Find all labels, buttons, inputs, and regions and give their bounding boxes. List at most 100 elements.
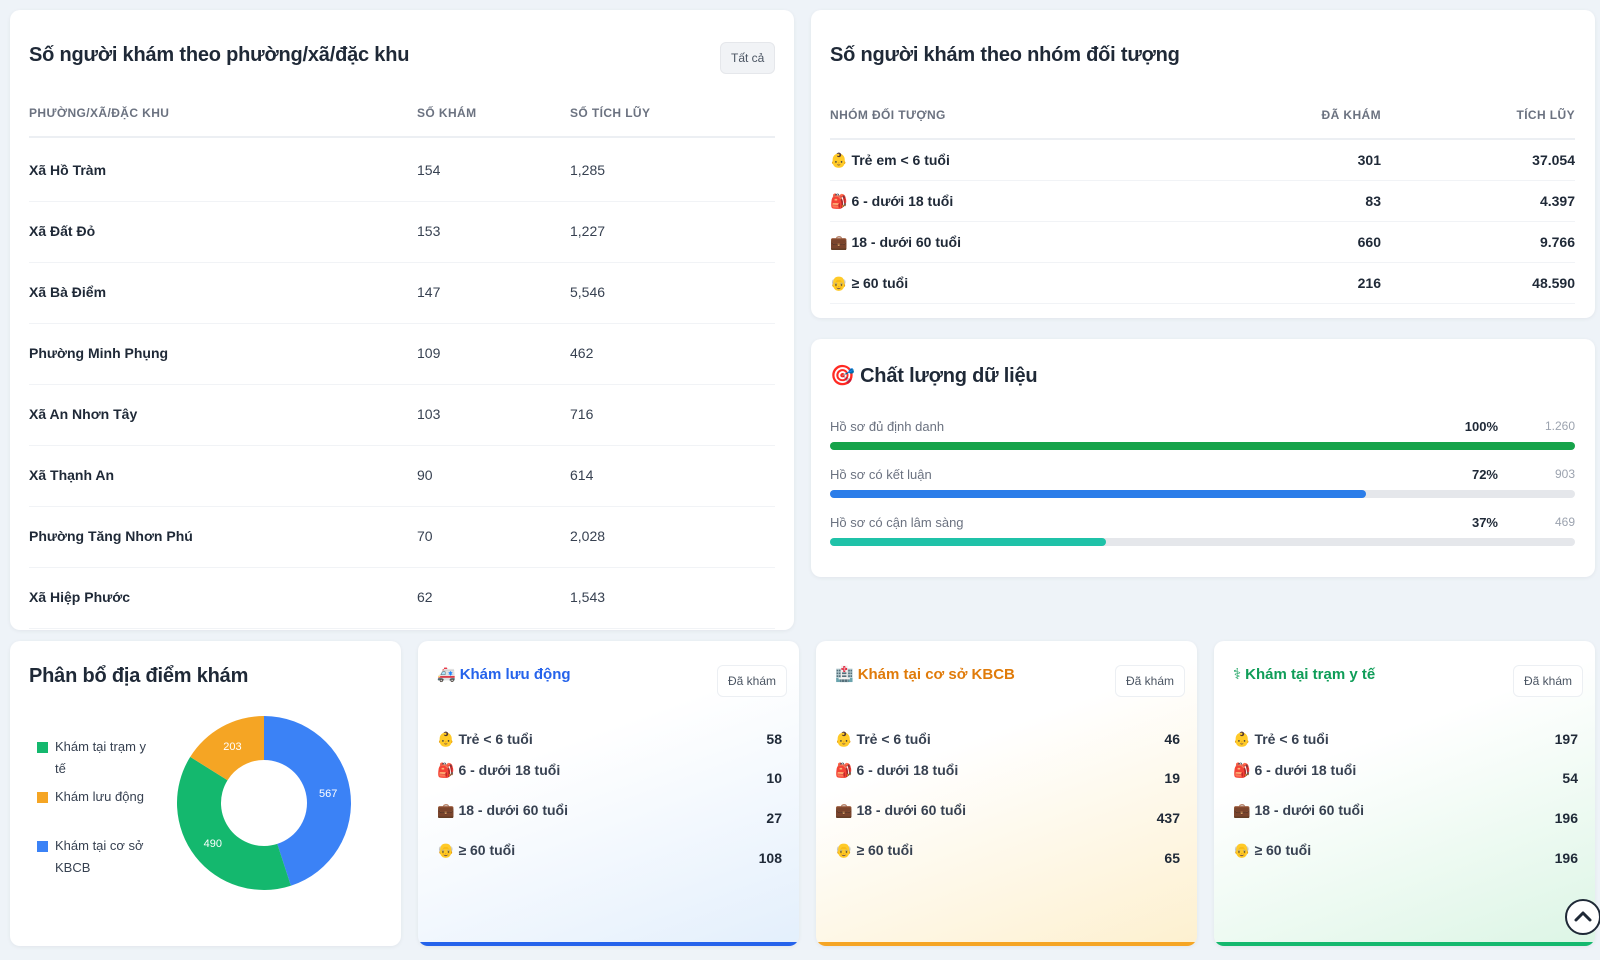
mode-row-value: 10: [766, 770, 782, 786]
list-item: 👶 Trẻ < 6 tuổi 197: [1233, 731, 1578, 761]
elder-face-icon: 👴: [835, 842, 853, 858]
mode-row-text: 6 - dưới 18 tuổi: [856, 762, 959, 778]
mode-row-text: 6 - dưới 18 tuổi: [1254, 762, 1357, 778]
hospital-icon: 🏥: [835, 666, 854, 683]
child-face-icon: 👶: [830, 152, 848, 168]
group-label-text: 6 - dưới 18 tuổi: [851, 193, 954, 209]
table-row: Xã Thạnh An 90 614: [29, 445, 775, 507]
ward-name: Phường Minh Phụng: [29, 345, 169, 361]
donut-slice[interactable]: [264, 716, 351, 886]
mode-row-text: ≥ 60 tuổi: [856, 842, 914, 858]
legend-swatch: [37, 841, 48, 852]
ward-cumulative: 1,285: [570, 162, 606, 178]
ward-name: Xã Bà Điểm: [29, 284, 107, 300]
mode-row-text: ≥ 60 tuổi: [458, 842, 516, 858]
group-label-text: Trẻ em < 6 tuổi: [851, 152, 950, 168]
legend-label: Khám tại cơ sở KBCB: [55, 838, 144, 875]
mode-row-label: 👴 ≥ 60 tuổi: [1233, 842, 1311, 859]
ward-cumulative: 462: [570, 345, 594, 361]
group-cumulative: 37.054: [1532, 152, 1575, 168]
mode-row-label: 🎒 6 - dưới 18 tuổi: [1233, 762, 1356, 779]
list-item: 💼 18 - dưới 60 tuổi 437: [835, 802, 1180, 832]
scroll-to-top-button[interactable]: [1565, 899, 1600, 935]
group-examined: 660: [1357, 234, 1381, 250]
quality-card-title: 🎯 Chất lượng dữ liệu: [830, 363, 1038, 388]
mode-row-value: 196: [1554, 850, 1578, 866]
mode-card-title: 🚑 Khám lưu động: [437, 665, 571, 683]
table-row: Phường Minh Phụng 109 462: [29, 323, 775, 385]
examined-badge[interactable]: Đã khám: [1115, 665, 1186, 697]
mode-row-text: Trẻ < 6 tuổi: [1254, 731, 1329, 747]
legend-swatch: [37, 742, 48, 753]
ward-exams: 103: [417, 406, 441, 422]
mode-title-text: Khám tại trạm y tế: [1245, 666, 1376, 683]
table-row: 💼 18 - dưới 60 tuổi 660 9.766: [830, 222, 1575, 263]
examined-badge[interactable]: Đã khám: [717, 665, 788, 697]
quality-item: Hồ sơ đủ định danh 100% 1.260: [830, 419, 1575, 459]
mode-row-text: 18 - dưới 60 tuổi: [856, 802, 966, 818]
ward-name: Phường Tăng Nhơn Phú: [29, 528, 193, 544]
list-item: 🎒 6 - dưới 18 tuổi 19: [835, 762, 1180, 792]
mode-row-value: 27: [766, 810, 782, 826]
ward-name: Xã Thạnh An: [29, 467, 115, 483]
mode-row-text: 18 - dưới 60 tuổi: [1254, 802, 1364, 818]
quality-label: Hồ sơ có cận lâm sàng: [830, 515, 964, 530]
legend-swatch: [37, 792, 48, 803]
mode-card-mobile: 🚑 Khám lưu động Đã khám 👶 Trẻ < 6 tuổi 58 🎒 6 -…: [418, 641, 799, 946]
elder-face-icon: 👴: [1233, 842, 1251, 858]
elder-face-icon: 👴: [830, 275, 848, 291]
ward-name: Xã Đất Đỏ: [29, 223, 96, 239]
mode-row-value: 65: [1164, 850, 1180, 866]
mode-row-label: 🎒 6 - dưới 18 tuổi: [835, 762, 958, 779]
group-label: 💼 18 - dưới 60 tuổi: [830, 234, 961, 251]
mode-card-accent-bar: [1214, 942, 1595, 946]
group-exam-card: Số người khám theo nhóm đối tượng NHÓM Đ…: [811, 10, 1595, 318]
briefcase-icon: 💼: [1233, 802, 1251, 818]
group-examined: 216: [1357, 275, 1381, 291]
list-item: 🎒 6 - dưới 18 tuổi 10: [437, 762, 782, 792]
backpack-icon: 🎒: [1233, 762, 1251, 778]
group-cumulative: 9.766: [1539, 234, 1575, 250]
child-face-icon: 👶: [835, 731, 853, 747]
donut-slice[interactable]: [177, 756, 291, 890]
donut-value-label: 490: [204, 838, 222, 850]
legend-item: Khám tại cơ sở KBCB: [37, 835, 152, 879]
examined-badge[interactable]: Đã khám: [1513, 665, 1584, 697]
ward-filter-button[interactable]: Tất cả: [720, 42, 776, 74]
child-face-icon: 👶: [437, 731, 455, 747]
chevron-up-icon: [1574, 911, 1592, 922]
mode-row-label: 🎒 6 - dưới 18 tuổi: [437, 762, 560, 779]
donut-value-label: 567: [319, 788, 337, 800]
group-col-cumulative-header: TÍCH LŨY: [1516, 108, 1575, 122]
list-item: 💼 18 - dưới 60 tuổi 27: [437, 802, 782, 832]
list-item: 👴 ≥ 60 tuổi 196: [1233, 842, 1578, 872]
group-examined: 301: [1357, 152, 1381, 168]
mode-row-text: 18 - dưới 60 tuổi: [458, 802, 568, 818]
group-label: 🎒 6 - dưới 18 tuổi: [830, 193, 953, 210]
table-row: 👶 Trẻ em < 6 tuổi 301 37.054: [830, 140, 1575, 181]
quality-item: Hồ sơ có kết luận 72% 903: [830, 467, 1575, 507]
mode-row-label: 👶 Trẻ < 6 tuổi: [1233, 731, 1329, 748]
briefcase-icon: 💼: [835, 802, 853, 818]
quality-progress-track: [830, 442, 1575, 450]
group-col-examined-header: ĐÃ KHÁM: [1321, 108, 1381, 122]
mode-card-title: 🏥 Khám tại cơ sở KBCB: [835, 665, 1015, 683]
ward-cumulative: 2,028: [570, 528, 606, 544]
quality-progress-fill: [830, 442, 1575, 450]
ward-cumulative: 614: [570, 467, 594, 483]
ward-exam-card: Số người khám theo phường/xã/đặc khu Tất…: [10, 10, 794, 630]
group-examined: 83: [1365, 193, 1381, 209]
ward-col-exams-header: SỐ KHÁM: [417, 106, 477, 120]
mode-row-label: 👶 Trẻ < 6 tuổi: [437, 731, 533, 748]
ward-cumulative: 1,227: [570, 223, 606, 239]
ambulance-icon: 🚑: [437, 666, 456, 683]
backpack-icon: 🎒: [835, 762, 853, 778]
mode-row-value: 19: [1164, 770, 1180, 786]
donut-slice[interactable]: [190, 716, 264, 781]
elder-face-icon: 👴: [437, 842, 455, 858]
group-label-text: ≥ 60 tuổi: [851, 275, 909, 291]
table-row: 🎒 6 - dưới 18 tuổi 83 4.397: [830, 181, 1575, 222]
table-row: Xã Hồ Tràm 154 1,285: [29, 140, 775, 202]
mode-row-label: 👴 ≥ 60 tuổi: [835, 842, 913, 859]
ward-exams: 109: [417, 345, 441, 361]
